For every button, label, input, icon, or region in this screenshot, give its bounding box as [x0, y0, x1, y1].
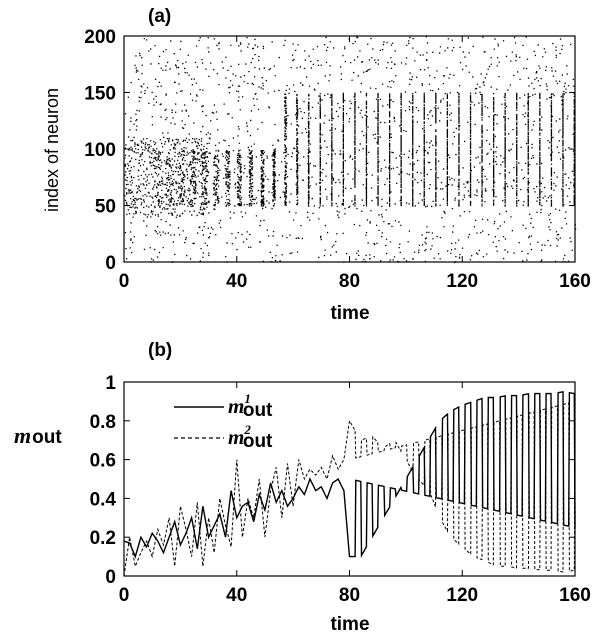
raster-x-tick-label: 80	[339, 271, 360, 292]
mout-x-tick-label: 160	[559, 585, 591, 606]
raster-y-tick-label: 200	[84, 27, 116, 48]
raster-x-tick-label: 120	[446, 271, 478, 292]
mout-x-tick-label: 80	[339, 585, 360, 606]
mout-y-tick-label: 0.4	[90, 489, 117, 510]
raster-plot-frame	[123, 35, 576, 263]
raster-x-tick-label: 160	[559, 271, 591, 292]
mout-x-tick-label: 0	[119, 585, 130, 606]
mout-y-tick-label: 0.2	[90, 528, 116, 549]
mout-x-tick-label: 40	[226, 585, 247, 606]
raster-y-tick-label: 50	[95, 197, 116, 218]
mout-y-tick-label: 0.8	[90, 412, 116, 433]
legend: m1 out m2 out	[174, 391, 273, 452]
raster-y-tick-label: 0	[105, 253, 116, 274]
raster-y-tick-label: 100	[84, 140, 116, 161]
raster-x-axis-label: time	[330, 303, 369, 324]
mout-plot-frame	[123, 381, 576, 577]
raster-x-tick-label: 40	[226, 271, 247, 292]
mout-x-tick-label: 120	[446, 585, 478, 606]
raster-panel: (a) 0 40 80 120 160 0 50 100 150 200 time index …	[42, 6, 591, 324]
series-line-m1	[123, 390, 576, 559]
panel-label-a: (a)	[148, 6, 171, 27]
legend-label-m1: m1 out	[228, 391, 273, 421]
series-line-m2	[123, 401, 576, 577]
mout-x-axis: 0 40 80 120 160	[119, 382, 591, 606]
mout-y-axis-label: mout	[14, 423, 62, 448]
mout-y-tick-label: 0	[105, 567, 116, 588]
raster-x-tick-label: 0	[119, 271, 130, 292]
mout-y-tick-label: 0.6	[90, 451, 116, 472]
raster-y-axis-label: index of neuron	[42, 88, 62, 212]
mout-series	[123, 390, 576, 577]
legend-label-m2: m2 out	[228, 422, 273, 452]
raster-y-tick-label: 150	[84, 84, 116, 105]
raster-spike-marks	[124, 36, 577, 264]
raster-y-axis: 0 50 100 150 200	[84, 27, 575, 274]
raster-x-axis: 0 40 80 120 160	[119, 36, 591, 292]
raster-spikes	[124, 36, 577, 264]
mout-x-axis-label: time	[330, 614, 369, 634]
mout-y-axis: 0 0.2 0.4 0.6 0.8 1	[90, 373, 575, 588]
panel-label-b: (b)	[148, 340, 172, 361]
mout-panel: (b) 0 40 80 120 160 0 0.2 0.4 0.6 0.8 1 time mout…	[14, 340, 591, 634]
mout-y-tick-label: 1	[105, 373, 116, 394]
